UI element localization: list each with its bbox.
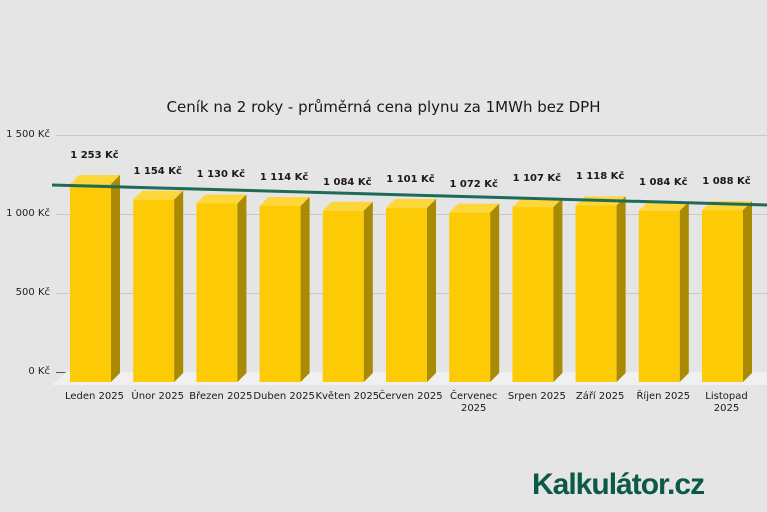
- x-axis-label: Březen 2025: [187, 391, 255, 403]
- y-tick-0: 0 Kč: [28, 366, 50, 377]
- data-label: 1 084 Kč: [639, 176, 688, 188]
- gridline-1500: [56, 135, 767, 136]
- x-label-line1: Listopad: [705, 391, 748, 402]
- x-label-line1: Duben 2025: [253, 391, 315, 402]
- x-label-line2: 2025: [460, 403, 487, 414]
- x-axis-label: Květen 2025: [313, 391, 381, 403]
- x-axis-label: Červen 2025: [377, 391, 445, 403]
- x-label-line1: Květen 2025: [315, 391, 380, 402]
- data-label: 1 118 Kč: [575, 171, 625, 183]
- data-label: 1 130 Kč: [196, 169, 246, 181]
- x-axis-label: Říjen 2025: [629, 391, 697, 403]
- x-axis-label: Leden 2025: [61, 391, 129, 403]
- data-label: 1 114 Kč: [259, 171, 309, 183]
- y-tick-1000: 1 000 Kč: [6, 208, 50, 219]
- y-tick-1500: 1 500 Kč: [6, 129, 50, 140]
- x-label-line1: Srpen 2025: [507, 391, 566, 402]
- chart-title: Ceník na 2 roky - průměrná cena plynu za…: [166, 98, 601, 116]
- y-tick-500: 500 Kč: [15, 287, 50, 298]
- x-label-line1: Únor 2025: [131, 391, 184, 402]
- data-label: 1 253 Kč: [70, 150, 119, 162]
- x-axis-label: Duben 2025: [250, 391, 318, 403]
- data-label: 1 088 Kč: [702, 176, 751, 188]
- x-label-line2: 2025: [713, 403, 740, 414]
- x-axis-label: Únor 2025: [124, 391, 192, 403]
- logo-text: Kalkulátor.cz: [532, 468, 705, 501]
- x-label-line1: Říjen 2025: [636, 391, 691, 402]
- x-axis-label: Září 2025: [566, 391, 634, 403]
- data-label: 1 072 Kč: [449, 178, 498, 190]
- x-label-line1: Červen 2025: [378, 391, 443, 402]
- x-label-line1: Březen 2025: [189, 391, 253, 402]
- data-label: 1 101 Kč: [386, 174, 435, 186]
- data-label: 1 084 Kč: [323, 176, 372, 188]
- x-axis-label: Srpen 2025: [503, 391, 571, 403]
- x-axis-label: Červenec 2025: [440, 391, 508, 415]
- x-label-line1: Červenec: [450, 391, 498, 402]
- x-label-line1: Leden 2025: [64, 391, 124, 402]
- x-label-line1: Září 2025: [575, 391, 625, 402]
- data-label: 1 154 Kč: [133, 165, 182, 177]
- x-axis-label: Listopad 2025: [693, 391, 761, 415]
- kalkulator-logo: Kalkulátor.cz: [532, 468, 705, 502]
- data-label: 1 107 Kč: [512, 173, 562, 185]
